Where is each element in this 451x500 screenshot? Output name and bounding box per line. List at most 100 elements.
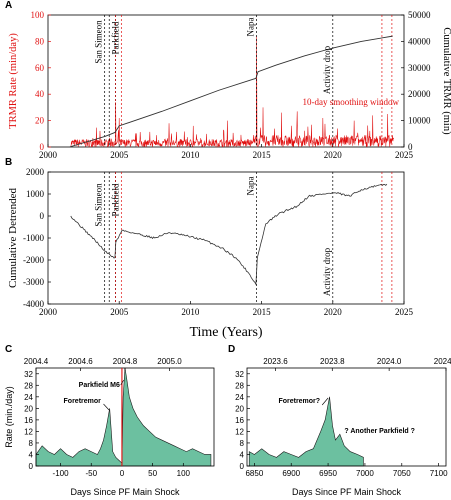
- panel-label-b: B: [5, 157, 13, 168]
- x-tick-label-d-3: 7000: [356, 469, 374, 478]
- annotation-d-1: ? Another Parkfield ?: [344, 428, 415, 435]
- annotation-d-0-pointer: [321, 397, 329, 406]
- annotation-c-0-pointer: [120, 379, 125, 386]
- y2-tick-label-a-0: 0: [408, 142, 413, 152]
- annotation-b-2: Napa: [246, 177, 256, 196]
- x-tick-label-c-4: 100: [177, 469, 191, 478]
- y-tick-label-d-1: 4: [240, 450, 245, 459]
- x-tick-label-a-2: 2010: [181, 150, 200, 160]
- y-axis-label-a: TRMR Rate (min/day): [8, 33, 19, 129]
- y-tick-label-d-5: 20: [235, 404, 244, 413]
- y2-tick-label-a-2: 20000: [408, 89, 431, 99]
- window-label-a: 10-day smoothing window: [303, 97, 400, 107]
- y-tick-label-a-1: 20: [35, 116, 45, 126]
- y-tick-label-d-3: 12: [235, 427, 244, 436]
- panel-label-a: A: [5, 0, 13, 11]
- y2-axis-label-a: Cumulative TRMR (min): [441, 27, 451, 135]
- panel-label-d: D: [228, 344, 236, 355]
- y-tick-label-d-4: 16: [235, 416, 244, 425]
- x-tick-label-c-3: 50: [148, 469, 157, 478]
- annotation-b-3: Activity drop: [322, 247, 332, 296]
- x-tick-label-a-5: 2025: [395, 150, 414, 160]
- x-tick-label-b-3: 2015: [253, 307, 272, 317]
- y2-tick-label-a-1: 10000: [408, 116, 431, 126]
- annotation-b-1: Parkfield: [110, 183, 120, 216]
- annotation-c-1: Foretremor: [64, 398, 102, 405]
- y2-tick-label-a-3: 30000: [408, 63, 431, 73]
- y-tick-label-b-5: 1000: [26, 189, 45, 199]
- x-tick-label-c-2: 0: [120, 469, 125, 478]
- series-area-c: [35, 367, 212, 467]
- y-tick-label-c-8: 32: [24, 370, 33, 379]
- x-tick-label-c-1: -50: [85, 469, 97, 478]
- series-rate-a: [70, 36, 394, 148]
- y-tick-label-a-5: 100: [31, 10, 45, 20]
- x-axis-label-b: Time (Years): [189, 325, 262, 340]
- y-tick-label-a-2: 40: [35, 89, 45, 99]
- top-x-tick-label-d-0: 2023.6: [263, 357, 288, 366]
- y-tick-label-a-3: 60: [35, 63, 45, 73]
- y-tick-label-d-6: 24: [235, 393, 244, 402]
- top-x-tick-label-d-2: 2024.0: [377, 357, 402, 366]
- x-tick-label-a-1: 2005: [110, 150, 129, 160]
- series-detrended-b: [70, 183, 388, 286]
- annotation-b-0: San Simeon: [94, 183, 104, 227]
- series-area-d: [248, 396, 364, 467]
- y2-tick-label-a-5: 50000: [408, 10, 431, 20]
- annotation-c-1-pointer: [103, 403, 110, 411]
- y-tick-label-c-4: 16: [24, 416, 33, 425]
- y-tick-label-d-8: 32: [235, 370, 244, 379]
- y-tick-label-b-3: -1000: [23, 233, 44, 243]
- y-tick-label-c-2: 8: [29, 439, 34, 448]
- y-tick-label-c-7: 28: [24, 381, 33, 390]
- panel-label-c: C: [5, 344, 13, 355]
- y-tick-label-d-2: 8: [240, 439, 245, 448]
- x-tick-label-b-2: 2010: [181, 307, 200, 317]
- x-axis-label-c: Days Since PF Main Shock: [70, 487, 180, 497]
- x-axis-label-d: Days Since PF Main Shock: [292, 487, 402, 497]
- top-x-tick-label-c-1: 2004.6: [68, 357, 93, 366]
- y-tick-label-a-0: 0: [40, 142, 45, 152]
- plot-frame-d: [246, 367, 447, 467]
- top-x-tick-label-c-2: 2004.8: [113, 357, 138, 366]
- y-tick-label-b-4: 0: [40, 211, 45, 221]
- y-tick-label-c-0: 0: [29, 462, 34, 471]
- y-tick-label-c-6: 24: [24, 393, 33, 402]
- top-x-tick-label-c-0: 2004.4: [24, 357, 49, 366]
- y-tick-label-d-0: 0: [240, 462, 245, 471]
- y-tick-label-a-4: 80: [35, 36, 45, 46]
- annotation-a-3: Activity drop: [322, 45, 332, 94]
- plot-frame-a: [47, 14, 405, 148]
- x-tick-label-a-4: 2020: [324, 150, 343, 160]
- annotation-a-2: Napa: [246, 18, 256, 37]
- x-tick-label-b-4: 2020: [324, 307, 343, 317]
- y-tick-label-b-1: -3000: [23, 277, 44, 287]
- series-cumulative-a: [69, 35, 393, 148]
- x-tick-label-c-0: -100: [53, 469, 70, 478]
- y-tick-label-c-3: 12: [24, 427, 33, 436]
- y-tick-label-c-1: 4: [29, 450, 34, 459]
- y-tick-label-b-6: 2000: [26, 167, 45, 177]
- annotation-c-0: Parkfield M6: [79, 382, 120, 389]
- y-axis-label-c: Rate (min./day): [4, 386, 14, 448]
- y-axis-label-b: Cumulative Detrended: [7, 188, 19, 288]
- x-tick-label-d-4: 7050: [393, 469, 411, 478]
- x-tick-label-b-5: 2025: [395, 307, 414, 317]
- y2-tick-label-a-4: 40000: [408, 36, 431, 46]
- x-tick-label-a-0: 2000: [39, 150, 58, 160]
- top-x-tick-label-d-1: 2023.8: [320, 357, 345, 366]
- top-x-tick-label-c-3: 2005.0: [157, 357, 182, 366]
- annotation-a-1: Parkfield: [110, 21, 120, 54]
- y-tick-label-d-7: 28: [235, 381, 244, 390]
- x-tick-label-a-3: 2015: [253, 150, 272, 160]
- annotation-a-0: San Simeon: [94, 20, 104, 64]
- x-tick-label-b-1: 2005: [110, 307, 129, 317]
- x-tick-label-d-5: 7100: [430, 469, 448, 478]
- y-tick-label-c-5: 20: [24, 404, 33, 413]
- x-tick-label-d-0: 6850: [245, 469, 263, 478]
- annotation-d-0: Foretremor?: [278, 398, 320, 405]
- top-x-tick-label-d-3: 2024.2: [434, 357, 451, 366]
- x-tick-label-d-2: 6950: [319, 469, 337, 478]
- y-tick-label-b-2: -2000: [23, 255, 44, 265]
